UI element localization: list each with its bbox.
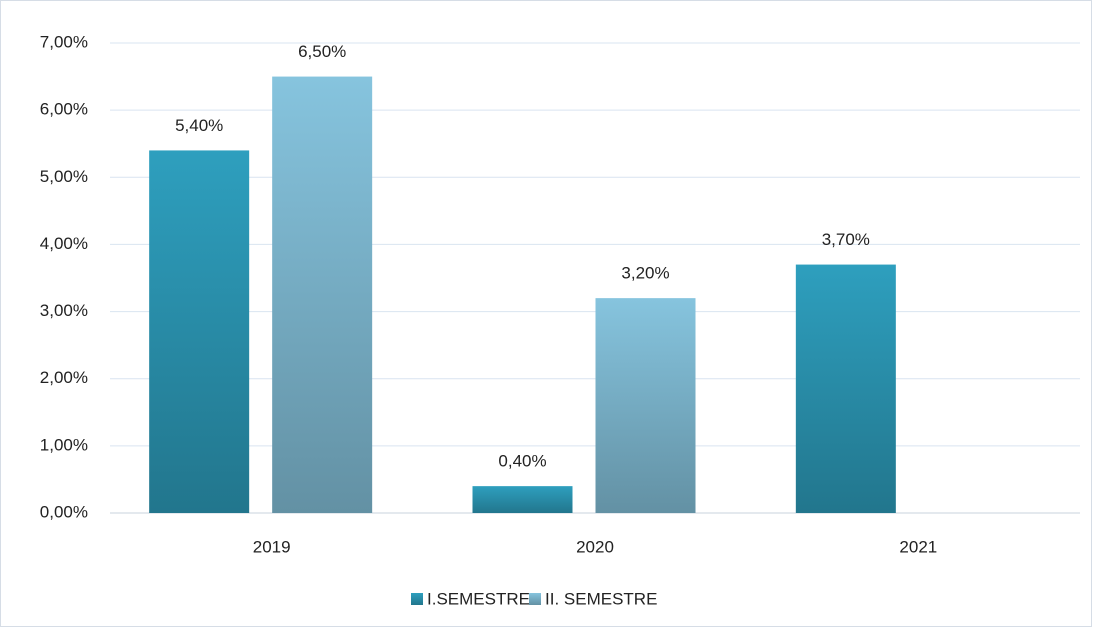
y-tick-label: 4,00% — [40, 234, 88, 253]
bar — [272, 76, 373, 514]
x-tick-label: 2021 — [899, 537, 937, 556]
y-tick-label: 0,00% — [40, 502, 88, 521]
bar — [472, 486, 573, 513]
data-label: 3,20% — [621, 264, 669, 283]
legend-label: II. SEMESTRE — [545, 589, 657, 608]
bar — [795, 264, 896, 513]
bar — [595, 298, 696, 513]
y-tick-label: 6,00% — [40, 100, 88, 119]
bar — [149, 150, 250, 513]
y-tick-label: 2,00% — [40, 368, 88, 387]
legend-swatch — [529, 593, 541, 605]
x-tick-label: 2019 — [253, 537, 291, 556]
y-tick-label: 7,00% — [40, 32, 88, 51]
data-label: 6,50% — [298, 42, 346, 61]
data-label: 3,70% — [822, 230, 870, 249]
data-label: 5,40% — [175, 116, 223, 135]
x-tick-label: 2020 — [576, 537, 614, 556]
y-tick-label: 3,00% — [40, 301, 88, 320]
y-tick-label: 5,00% — [40, 167, 88, 186]
legend-label: I.SEMESTRE — [427, 589, 530, 608]
legend-swatch — [411, 593, 423, 605]
data-label: 0,40% — [498, 452, 546, 471]
y-tick-label: 1,00% — [40, 435, 88, 454]
